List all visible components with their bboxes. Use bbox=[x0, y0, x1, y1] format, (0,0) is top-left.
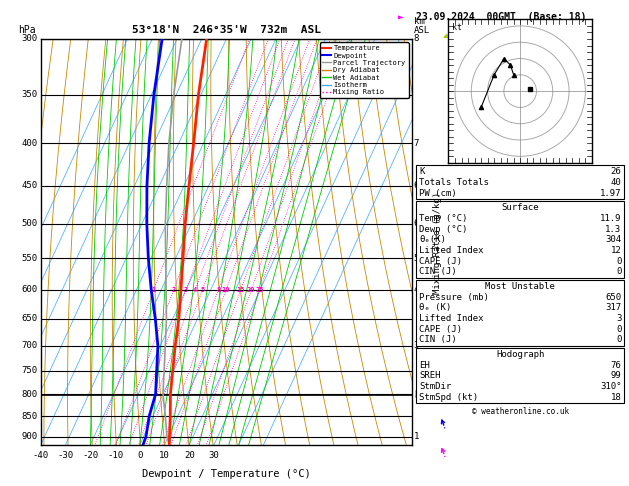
Text: 650: 650 bbox=[21, 314, 37, 323]
Text: PW (cm): PW (cm) bbox=[419, 189, 457, 197]
Text: -20: -20 bbox=[82, 451, 98, 460]
Text: 6: 6 bbox=[414, 181, 419, 190]
Text: SREH: SREH bbox=[419, 371, 440, 380]
Text: EH: EH bbox=[419, 361, 430, 369]
Text: CIN (J): CIN (J) bbox=[419, 335, 457, 344]
Text: 4: 4 bbox=[414, 285, 419, 295]
Text: © weatheronline.co.uk: © weatheronline.co.uk bbox=[472, 407, 569, 417]
Text: km
ASL: km ASL bbox=[414, 17, 430, 35]
Text: 500: 500 bbox=[21, 219, 37, 228]
Text: 650: 650 bbox=[605, 293, 621, 301]
Text: 7: 7 bbox=[414, 139, 419, 148]
Text: -40: -40 bbox=[33, 451, 49, 460]
Text: 0: 0 bbox=[616, 325, 621, 333]
Text: Most Unstable: Most Unstable bbox=[485, 282, 555, 291]
Text: 18: 18 bbox=[611, 393, 621, 401]
Text: 20: 20 bbox=[184, 451, 195, 460]
Text: 0: 0 bbox=[616, 267, 621, 276]
Text: 317: 317 bbox=[605, 303, 621, 312]
Text: CAPE (J): CAPE (J) bbox=[419, 257, 462, 265]
Text: 300: 300 bbox=[21, 35, 37, 43]
Text: Dewpoint / Temperature (°C): Dewpoint / Temperature (°C) bbox=[142, 469, 311, 479]
Text: CIN (J): CIN (J) bbox=[419, 267, 457, 276]
Text: 3: 3 bbox=[414, 341, 419, 350]
Text: θₑ(K): θₑ(K) bbox=[419, 235, 446, 244]
Text: Totals Totals: Totals Totals bbox=[419, 178, 489, 187]
Text: 76: 76 bbox=[611, 361, 621, 369]
Text: 0: 0 bbox=[616, 257, 621, 265]
Text: 304: 304 bbox=[605, 235, 621, 244]
Text: 1.97: 1.97 bbox=[600, 189, 621, 197]
Text: 8: 8 bbox=[414, 35, 419, 43]
Legend: Temperature, Dewpoint, Parcel Trajectory, Dry Adiabat, Wet Adiabat, Isotherm, Mi: Temperature, Dewpoint, Parcel Trajectory… bbox=[320, 42, 408, 98]
Text: 400: 400 bbox=[21, 139, 37, 148]
Text: 350: 350 bbox=[21, 90, 37, 99]
Text: hPa: hPa bbox=[19, 25, 36, 35]
Text: 800: 800 bbox=[21, 390, 37, 399]
Text: Dewp (°C): Dewp (°C) bbox=[419, 225, 467, 233]
Text: StmSpd (kt): StmSpd (kt) bbox=[419, 393, 478, 401]
Text: 0: 0 bbox=[616, 335, 621, 344]
Text: Surface: Surface bbox=[501, 203, 539, 212]
Text: 5: 5 bbox=[200, 287, 204, 293]
Text: 3: 3 bbox=[184, 287, 188, 293]
Text: Lifted Index: Lifted Index bbox=[419, 246, 484, 255]
Text: CAPE (J): CAPE (J) bbox=[419, 325, 462, 333]
Text: Hodograph: Hodograph bbox=[496, 350, 544, 359]
Text: 5: 5 bbox=[414, 254, 419, 263]
Text: Mixing Ratio (g/kg): Mixing Ratio (g/kg) bbox=[433, 192, 442, 294]
Text: LCL: LCL bbox=[414, 391, 428, 400]
Text: 900: 900 bbox=[21, 432, 37, 441]
Text: 53°18'N  246°35'W  732m  ASL: 53°18'N 246°35'W 732m ASL bbox=[132, 25, 321, 35]
Text: 3: 3 bbox=[616, 314, 621, 323]
Text: 2: 2 bbox=[414, 390, 419, 399]
Text: 15: 15 bbox=[237, 287, 245, 293]
Text: -10: -10 bbox=[107, 451, 123, 460]
Text: 11.9: 11.9 bbox=[600, 214, 621, 223]
Text: 10: 10 bbox=[159, 451, 170, 460]
Text: 20: 20 bbox=[247, 287, 255, 293]
Text: 99: 99 bbox=[611, 371, 621, 380]
Text: 10: 10 bbox=[222, 287, 230, 293]
Text: Pressure (mb): Pressure (mb) bbox=[419, 293, 489, 301]
Text: 1.3: 1.3 bbox=[605, 225, 621, 233]
Text: 40: 40 bbox=[611, 178, 621, 187]
Text: K: K bbox=[419, 167, 425, 176]
Text: 450: 450 bbox=[21, 181, 37, 190]
Text: 26: 26 bbox=[611, 167, 621, 176]
Text: 310°: 310° bbox=[600, 382, 621, 391]
Text: 25: 25 bbox=[255, 287, 264, 293]
Text: StmDir: StmDir bbox=[419, 382, 451, 391]
Text: 8: 8 bbox=[216, 287, 220, 293]
Text: 4: 4 bbox=[193, 287, 198, 293]
Text: Lifted Index: Lifted Index bbox=[419, 314, 484, 323]
Text: 750: 750 bbox=[21, 366, 37, 375]
Text: 6: 6 bbox=[414, 219, 419, 228]
Text: -30: -30 bbox=[58, 451, 74, 460]
Text: kt: kt bbox=[452, 23, 462, 32]
Text: 600: 600 bbox=[21, 285, 37, 295]
Text: Temp (°C): Temp (°C) bbox=[419, 214, 467, 223]
Text: 30: 30 bbox=[209, 451, 220, 460]
Text: 23.09.2024  00GMT  (Base: 18): 23.09.2024 00GMT (Base: 18) bbox=[416, 12, 587, 22]
Text: 0: 0 bbox=[137, 451, 143, 460]
Text: 700: 700 bbox=[21, 341, 37, 350]
Text: ►: ► bbox=[398, 12, 404, 22]
Text: 12: 12 bbox=[611, 246, 621, 255]
Text: 2: 2 bbox=[172, 287, 175, 293]
Text: 850: 850 bbox=[21, 412, 37, 420]
Text: 550: 550 bbox=[21, 254, 37, 263]
Text: 1: 1 bbox=[414, 432, 419, 441]
Text: θₑ (K): θₑ (K) bbox=[419, 303, 451, 312]
Text: 1: 1 bbox=[152, 287, 156, 293]
